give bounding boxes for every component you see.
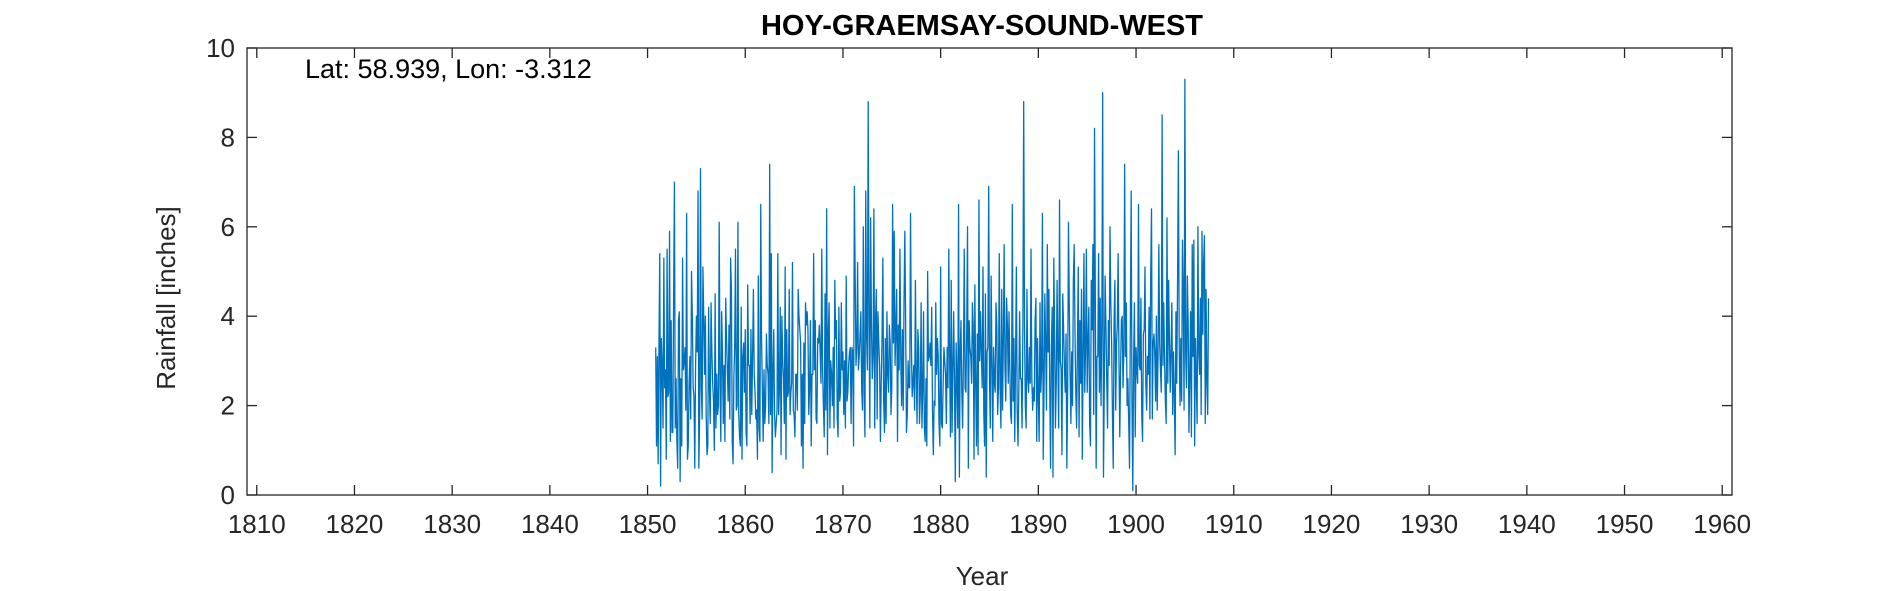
location-annotation: Lat: 58.939, Lon: -3.312 [305, 54, 592, 84]
y-tick-label: 6 [221, 212, 235, 242]
rainfall-series-line-0 [655, 78, 1210, 492]
y-tick-label: 8 [221, 122, 235, 152]
x-tick-label: 1830 [423, 509, 481, 539]
x-tick-label: 1840 [521, 509, 579, 539]
x-axis-label: Year [956, 561, 1009, 591]
x-tick-label: 1910 [1205, 509, 1263, 539]
y-tick-label: 10 [206, 33, 235, 63]
plot-area [655, 78, 1210, 492]
y-tick-label: 0 [221, 480, 235, 510]
x-tick-label: 1850 [619, 509, 677, 539]
x-tick-label: 1880 [912, 509, 970, 539]
y-tick-label: 2 [221, 391, 235, 421]
axes-frame [246, 47, 1733, 496]
x-tick-label: 1960 [1693, 509, 1751, 539]
axes-box [246, 47, 1733, 496]
y-axis-ticks: 0 2 4 6 8 10 [206, 33, 1732, 510]
x-axis-ticks: 1810 1820 1830 1840 1850 1860 1870 1880 1890 1900… [228, 48, 1751, 539]
x-tick-label: 1920 [1303, 509, 1361, 539]
x-tick-label: 1820 [326, 509, 384, 539]
x-tick-label: 1940 [1498, 509, 1556, 539]
x-tick-label: 1930 [1400, 509, 1458, 539]
y-axis-label: Rainfall [inches] [151, 206, 181, 390]
chart-title: HOY-GRAEMSAY-SOUND-WEST [761, 10, 1203, 42]
x-tick-label: 1870 [814, 509, 872, 539]
x-tick-label: 1950 [1596, 509, 1654, 539]
x-tick-label: 1890 [1009, 509, 1067, 539]
x-tick-label: 1810 [228, 509, 286, 539]
x-tick-label: 1900 [1107, 509, 1165, 539]
y-tick-label: 4 [221, 301, 235, 331]
x-tick-label: 1860 [716, 509, 774, 539]
